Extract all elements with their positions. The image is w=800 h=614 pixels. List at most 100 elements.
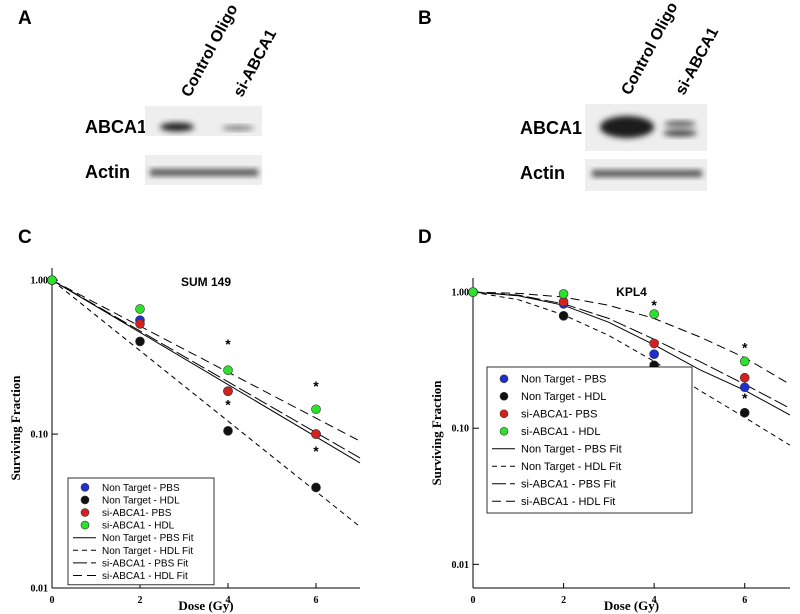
data-point xyxy=(311,482,321,493)
data-point xyxy=(739,407,750,418)
data-point xyxy=(135,336,145,347)
data-point xyxy=(558,310,569,321)
x-axis-label: Dose (Gy) xyxy=(178,598,233,613)
legend-label: si-ABCA1 - HDL Fit xyxy=(102,571,188,582)
legend-label: Non Target - HDL xyxy=(521,391,606,403)
data-point xyxy=(47,275,57,285)
row-label: ABCA1 xyxy=(85,117,147,137)
fit-line xyxy=(51,279,361,528)
legend-marker xyxy=(499,409,509,419)
data-point xyxy=(649,309,659,319)
legend-label: Non Target - PBS Fit xyxy=(521,443,622,455)
y-tick-label: 1.00 xyxy=(452,288,470,299)
y-tick-label: 1.00 xyxy=(31,276,49,287)
panel-label: B xyxy=(418,8,432,29)
data-point xyxy=(739,382,750,393)
blot xyxy=(145,106,262,136)
annotation: * xyxy=(225,336,231,352)
fit-line xyxy=(51,279,361,442)
legend-marker xyxy=(80,520,90,530)
annotation: * xyxy=(742,390,748,406)
data-point xyxy=(135,304,145,314)
legend-label: Non Target - HDL Fit xyxy=(102,546,193,557)
band xyxy=(663,129,697,137)
x-tick-label: 0 xyxy=(471,595,476,606)
legend-marker xyxy=(499,374,509,384)
band xyxy=(592,170,702,177)
data-point xyxy=(223,386,233,396)
x-tick-label: 2 xyxy=(561,595,566,606)
x-tick-label: 0 xyxy=(50,595,55,606)
legend-label: Non Target - HDL xyxy=(102,495,180,506)
band xyxy=(150,169,258,176)
annotation: * xyxy=(742,339,748,355)
legend-label: Non Target - PBS xyxy=(521,373,606,385)
x-tick-label: 4 xyxy=(226,595,231,606)
panel-label: D xyxy=(418,227,432,248)
x-tick-label: 6 xyxy=(742,595,747,606)
annotation: * xyxy=(313,443,319,459)
row-label: ABCA1 xyxy=(520,118,582,138)
data-point xyxy=(311,404,321,415)
x-tick-label: 4 xyxy=(652,595,657,606)
legend-label: si-ABCA1 - PBS Fit xyxy=(102,558,188,569)
fit-line xyxy=(472,291,791,409)
data-point xyxy=(135,319,145,329)
lane-label: Control Oligo xyxy=(179,1,242,99)
lane-label: si-ABCA1 xyxy=(231,27,281,100)
annotation: * xyxy=(313,378,319,394)
legend-label: Non Target - PBS xyxy=(102,483,180,494)
data-point xyxy=(223,365,233,376)
row-label: Actin xyxy=(520,163,565,183)
legend-marker xyxy=(499,426,509,436)
legend-marker xyxy=(80,482,90,492)
legend-label: si-ABCA1 - HDL xyxy=(521,426,600,438)
y-tick-label: 0.01 xyxy=(452,560,470,571)
annotation: * xyxy=(225,397,231,413)
data-point xyxy=(223,426,233,436)
annotation: * xyxy=(651,297,657,313)
panel-label: C xyxy=(18,227,32,248)
y-tick-label: 0.10 xyxy=(31,430,49,441)
legend-label: Non Target - PBS Fit xyxy=(102,533,194,544)
chart-title: KPL4 xyxy=(616,285,647,299)
row-label: Actin xyxy=(85,162,130,182)
y-axis-label: Surviving Fraction xyxy=(8,375,23,481)
legend xyxy=(67,477,215,586)
data-point xyxy=(558,289,569,299)
legend-label: si-ABCA1 - HDL xyxy=(102,521,175,532)
data-point xyxy=(739,372,750,383)
chart-title: SUM 149 xyxy=(181,275,231,289)
legend-label: si-ABCA1 - HDL Fit xyxy=(521,496,615,508)
data-point xyxy=(739,356,750,367)
data-point xyxy=(311,429,321,439)
legend-label: si-ABCA1- PBS xyxy=(521,408,597,420)
panel-label: A xyxy=(18,8,32,29)
y-axis-label: Surviving Fraction xyxy=(429,380,444,486)
fit-line xyxy=(51,279,361,464)
y-tick-label: 0.10 xyxy=(452,424,470,435)
y-tick-label: 0.01 xyxy=(31,584,49,595)
fit-line xyxy=(472,291,791,385)
data-point xyxy=(649,349,659,359)
fit-line xyxy=(472,291,791,416)
band xyxy=(160,122,194,132)
band xyxy=(600,116,654,138)
legend-label: si-ABCA1 - PBS Fit xyxy=(521,478,616,490)
x-axis-label: Dose (Gy) xyxy=(604,598,659,613)
data-point xyxy=(468,287,478,297)
x-tick-label: 6 xyxy=(314,595,319,606)
legend-marker xyxy=(80,508,90,517)
lane-label: Control Oligo xyxy=(619,0,682,98)
x-tick-label: 2 xyxy=(138,595,143,606)
data-point xyxy=(649,338,659,349)
band xyxy=(222,125,254,131)
legend-marker xyxy=(499,391,509,401)
legend-label: Non Target - HDL Fit xyxy=(521,461,621,473)
fit-line xyxy=(51,279,361,459)
legend xyxy=(486,366,693,514)
lane-label: si-ABCA1 xyxy=(673,25,723,98)
band xyxy=(664,121,696,127)
legend-marker xyxy=(80,495,90,505)
